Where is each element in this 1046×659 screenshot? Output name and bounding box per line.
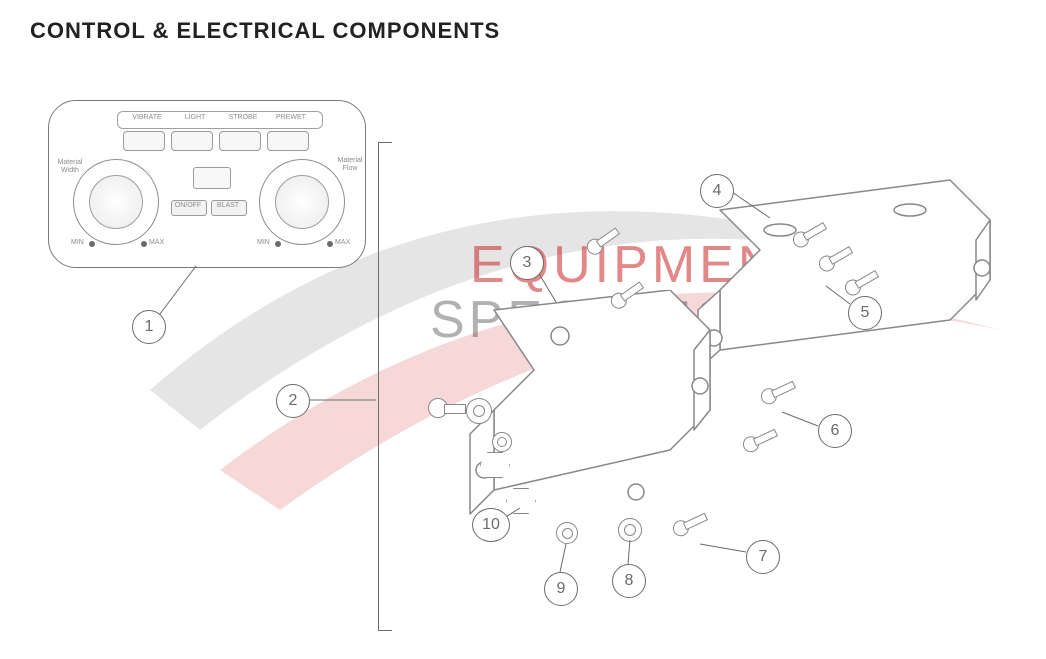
callout-label: 8 — [625, 572, 634, 590]
callout-1: 1 — [132, 310, 166, 344]
callout-9: 9 — [544, 572, 578, 606]
callout-label: 9 — [557, 580, 566, 598]
callout-label: 5 — [861, 304, 870, 322]
callout-7: 7 — [746, 540, 780, 574]
callout-label: 3 — [523, 254, 532, 272]
callout-10: 10 — [472, 508, 510, 542]
callout-label: 7 — [759, 548, 768, 566]
callout-4: 4 — [700, 174, 734, 208]
callout-label: 6 — [831, 422, 840, 440]
diagram-stage: CONTROL & ELECTRICAL COMPONENTS EQUIPMEN… — [0, 0, 1046, 659]
callout-3: 3 — [510, 246, 544, 280]
callout-6: 6 — [818, 414, 852, 448]
callout-5: 5 — [848, 296, 882, 330]
callout-label: 4 — [713, 182, 722, 200]
callout-label: 1 — [145, 318, 154, 336]
callout-8: 8 — [612, 564, 646, 598]
callout-label: 2 — [289, 392, 298, 410]
callout-2: 2 — [276, 384, 310, 418]
callout-label: 10 — [482, 516, 500, 534]
